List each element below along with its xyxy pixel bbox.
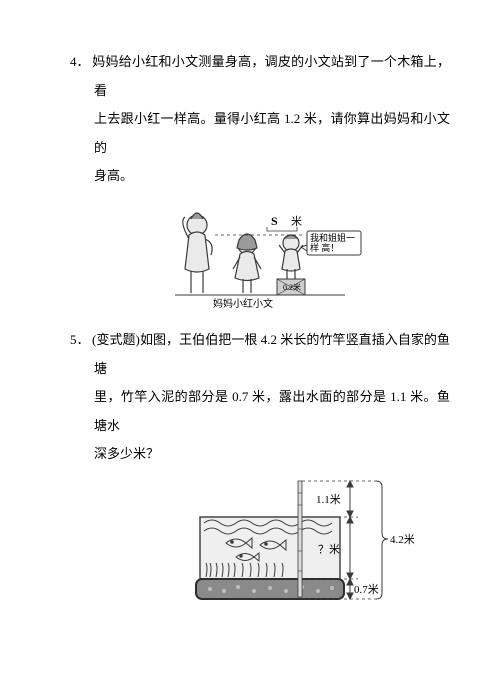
- problem-4-line-2: 上去跟小红一样高。量得小红高 1.2 米，请你算出妈妈和小文的: [94, 111, 450, 155]
- label-mid: ？米: [318, 543, 340, 556]
- problem-4-figure: 0.2米 S 米 我和姐姐一 样 高！: [155, 195, 365, 310]
- problem-5-number: 5．: [70, 326, 92, 355]
- s-label: S: [271, 214, 278, 228]
- problem-4-text: 4．妈妈给小红和小文测量身高，调皮的小文站到了一个木箱上，看 上去跟小红一样高。…: [70, 48, 450, 191]
- problem-4-line-3: 身高。: [94, 168, 133, 183]
- problem-5-figure: 1.1米 ？米 4.2米 0.7米: [190, 473, 420, 613]
- problem-5: 5．(变式题)如图，王伯伯把一根 4.2 米长的竹竿竖直插入自家的鱼塘 里，竹竿…: [70, 326, 450, 613]
- speech-line-2: 样 高！: [310, 242, 339, 253]
- box-label: 0.2米: [283, 282, 301, 292]
- problem-4-line-1: 妈妈给小红和小文测量身高，调皮的小文站到了一个木箱上，看: [92, 54, 450, 98]
- problem-4-number: 4．: [70, 48, 92, 77]
- problem-5-line-1: (变式题)如图，王伯伯把一根 4.2 米长的竹竿竖直插入自家的鱼塘: [92, 332, 450, 376]
- label-top: 1.1米: [316, 493, 341, 506]
- mi-label: 米: [291, 215, 302, 228]
- label-bottom: 0.7米: [354, 583, 379, 596]
- figure-4-caption: 妈妈小红小文: [213, 297, 273, 310]
- problem-4: 4．妈妈给小红和小文测量身高，调皮的小文站到了一个木箱上，看 上去跟小红一样高。…: [70, 48, 450, 310]
- page: 4．妈妈给小红和小文测量身高，调皮的小文站到了一个木箱上，看 上去跟小红一样高。…: [0, 0, 500, 613]
- problem-5-line-3: 深多少米？: [94, 446, 159, 461]
- problem-5-text: 5．(变式题)如图，王伯伯把一根 4.2 米长的竹竿竖直插入自家的鱼塘 里，竹竿…: [70, 326, 450, 469]
- problem-5-line-2: 里，竹竿入泥的部分是 0.7 米，露出水面的部分是 1.1 米。鱼塘水: [94, 389, 450, 433]
- label-total: 4.2米: [390, 533, 415, 546]
